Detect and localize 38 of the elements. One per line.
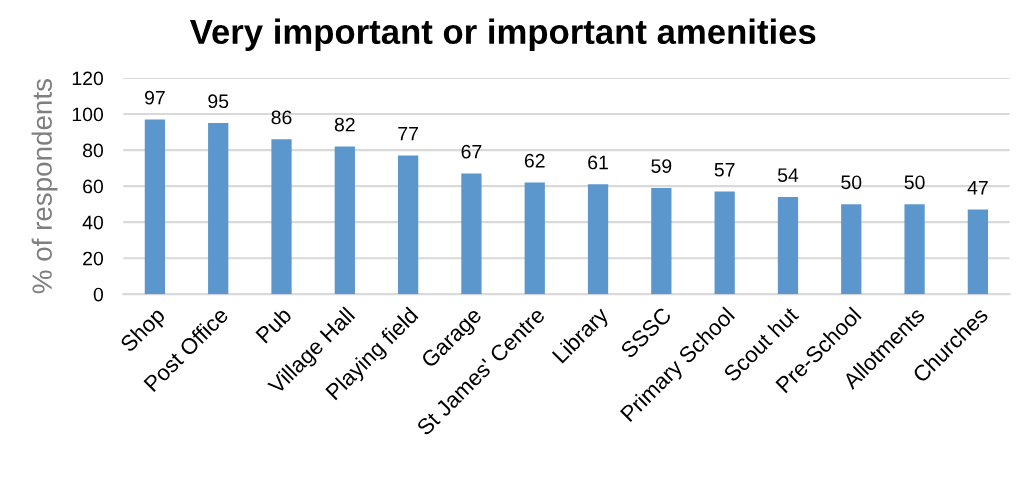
y-axis-title: % of respondents bbox=[31, 79, 58, 294]
data-label: 77 bbox=[398, 126, 418, 141]
y-tick-label: 120 bbox=[72, 71, 104, 86]
y-tick-label: 40 bbox=[82, 215, 104, 230]
bar bbox=[334, 146, 355, 295]
bar bbox=[841, 204, 862, 295]
data-label: 59 bbox=[651, 159, 672, 173]
data-label: 86 bbox=[271, 110, 292, 125]
y-tick-label: 0 bbox=[93, 287, 104, 302]
bar bbox=[714, 191, 735, 295]
data-label: 67 bbox=[461, 144, 482, 159]
data-label: 95 bbox=[208, 94, 229, 109]
bar bbox=[777, 196, 799, 295]
chart-title: Very important or important amenities bbox=[189, 18, 816, 51]
data-label: 82 bbox=[334, 117, 355, 132]
x-tick-label: Pub bbox=[254, 305, 293, 344]
bar bbox=[208, 123, 229, 295]
y-tick-label: 100 bbox=[72, 107, 104, 122]
data-label: 50 bbox=[904, 175, 925, 190]
bar bbox=[904, 204, 925, 295]
bar bbox=[144, 119, 166, 295]
y-tick-label: 20 bbox=[83, 251, 104, 266]
bar bbox=[587, 184, 609, 295]
bar bbox=[651, 187, 672, 295]
bar bbox=[967, 209, 989, 295]
bar bbox=[271, 139, 292, 295]
data-label: 97 bbox=[144, 90, 165, 105]
y-tick-label: 60 bbox=[83, 179, 104, 194]
data-label: 47 bbox=[967, 181, 988, 195]
data-label: 61 bbox=[588, 155, 608, 170]
data-label: 54 bbox=[777, 168, 799, 182]
data-label: 50 bbox=[841, 175, 862, 190]
data-label: 62 bbox=[524, 153, 545, 168]
y-tick-label: 80 bbox=[83, 143, 104, 158]
bar bbox=[397, 155, 419, 295]
bar bbox=[524, 182, 545, 295]
data-label: 57 bbox=[714, 163, 735, 177]
bar bbox=[461, 173, 482, 295]
